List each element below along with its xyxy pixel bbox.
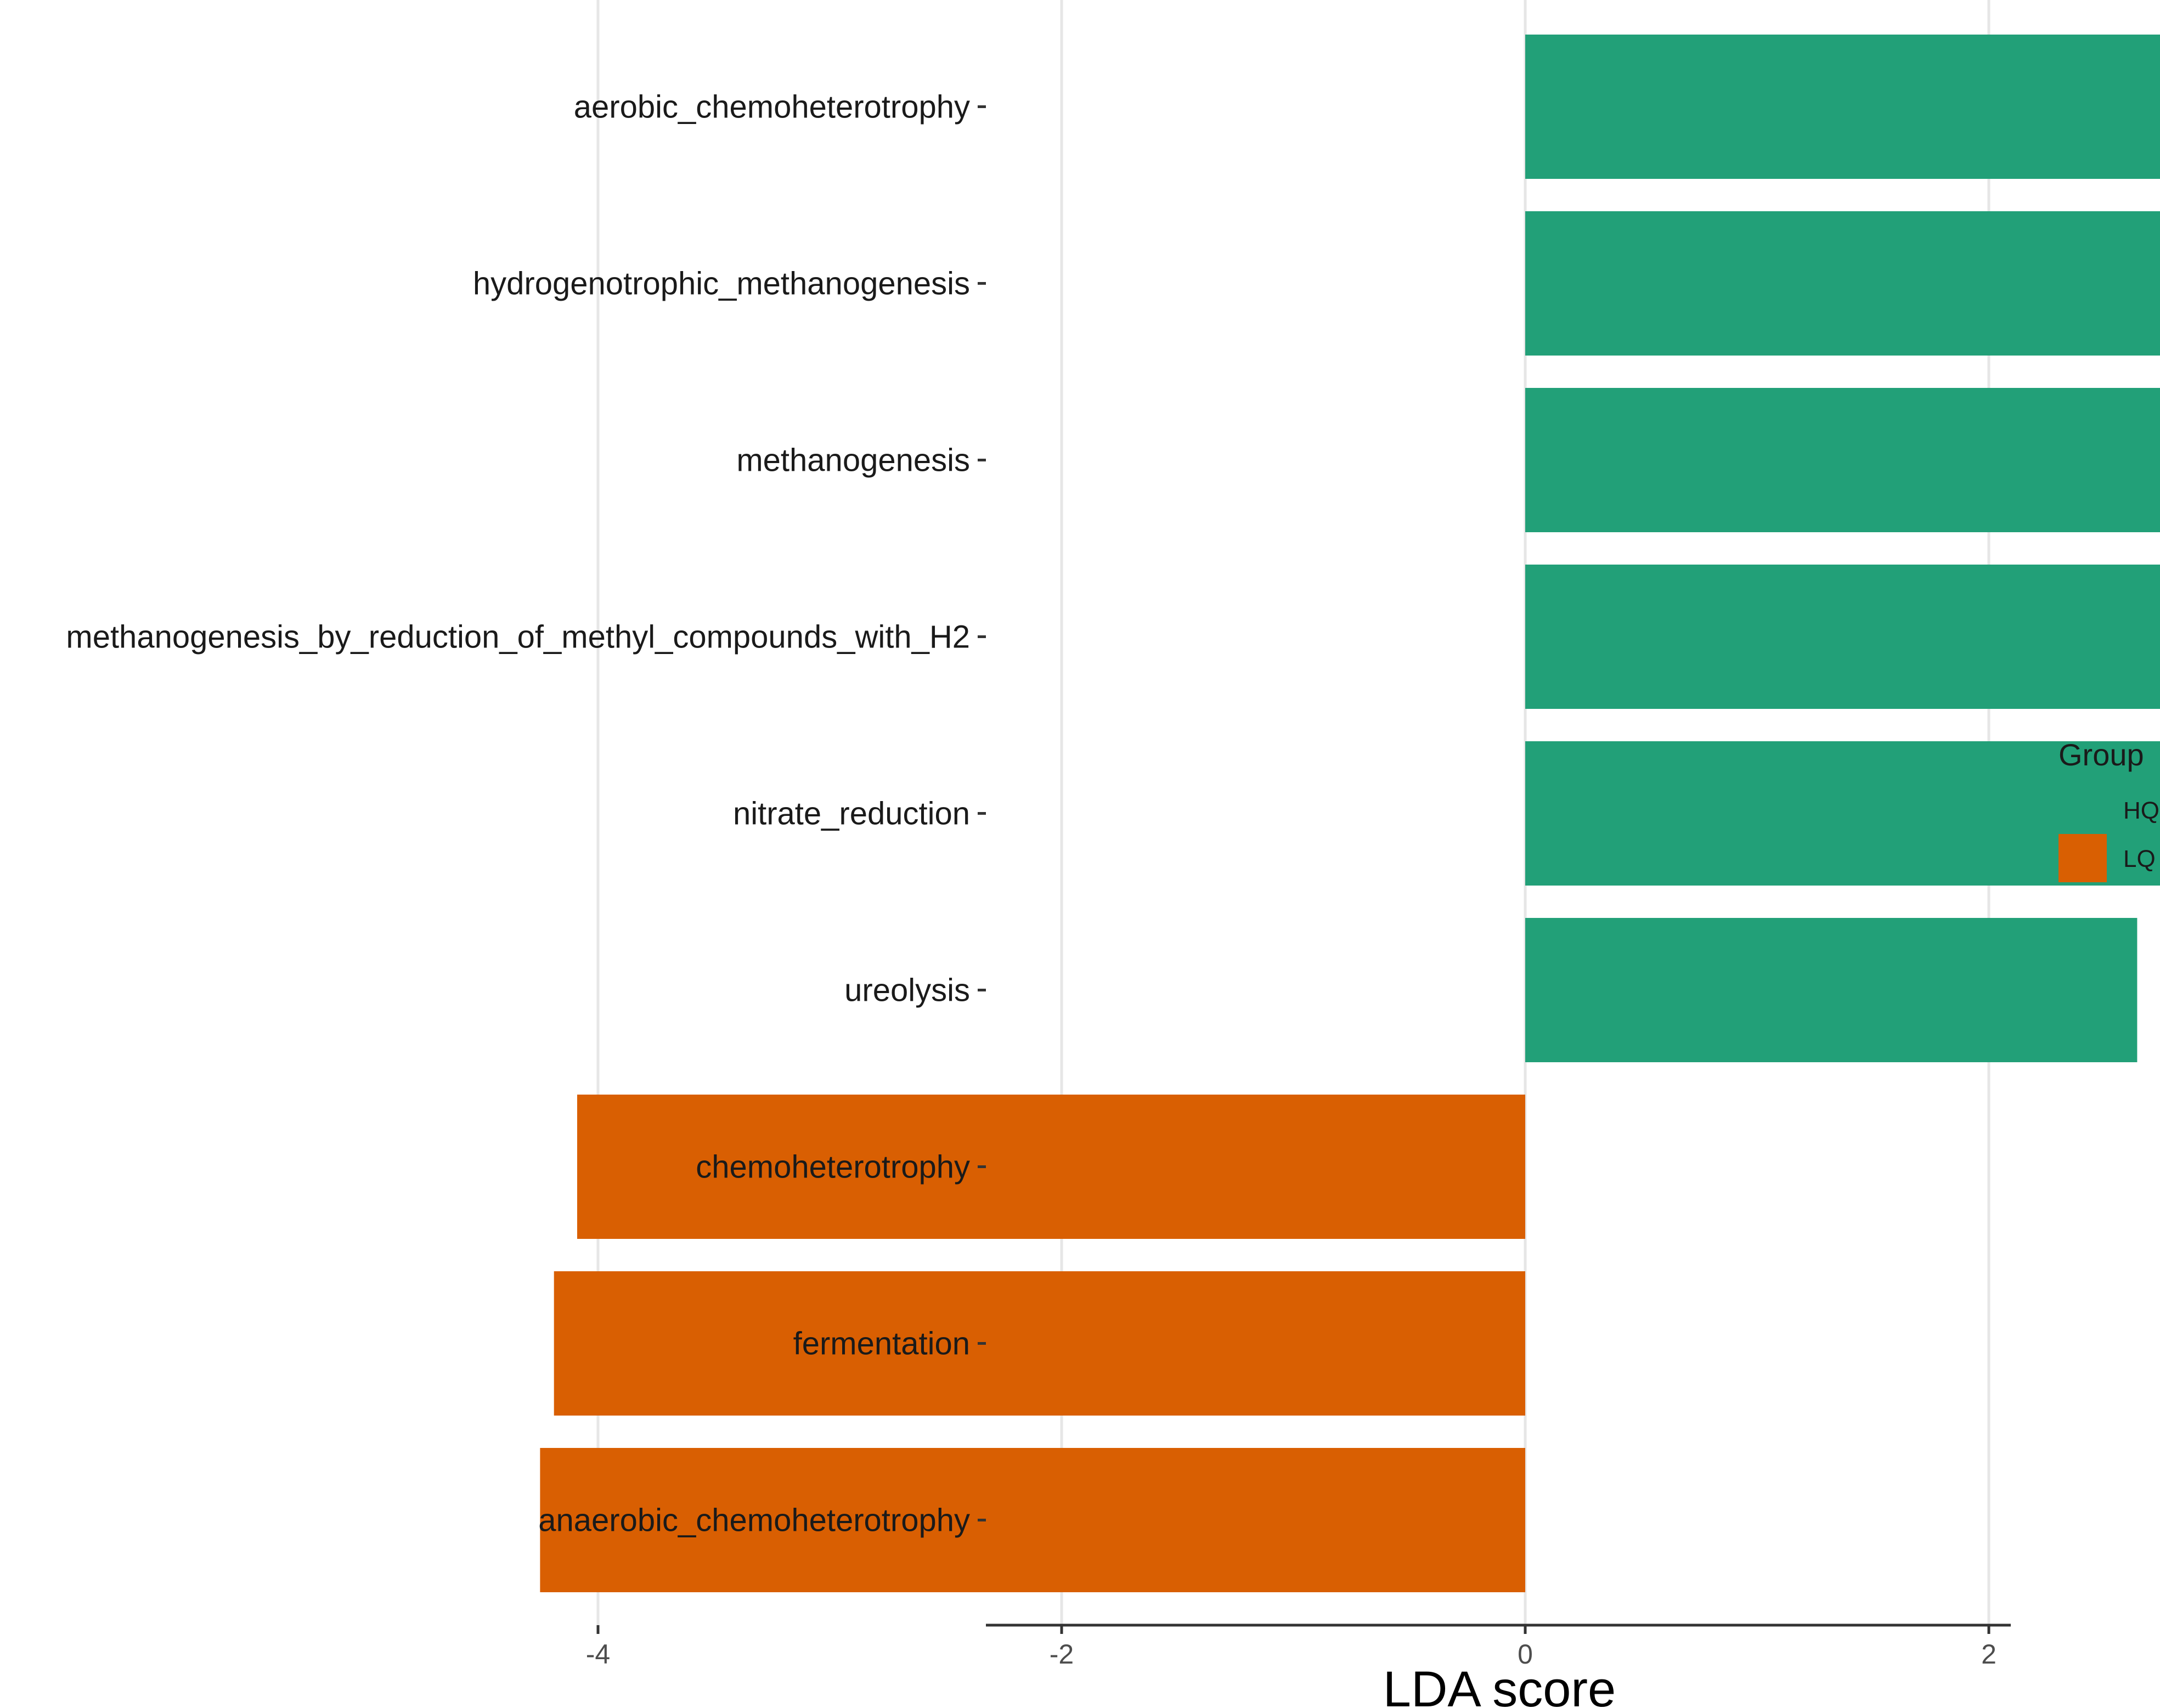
bar bbox=[1525, 741, 2160, 886]
bar bbox=[1525, 565, 2160, 709]
x-axis: -4-2024 bbox=[586, 1624, 2011, 1670]
bar bbox=[1525, 211, 2160, 356]
legend-label: LQ bbox=[2123, 845, 2156, 872]
bar bbox=[1525, 35, 2160, 179]
bar bbox=[1525, 918, 2138, 1062]
category-label: aerobic_chemoheterotrophy bbox=[574, 89, 970, 125]
category-label: hydrogenotrophic_methanogenesis bbox=[473, 266, 970, 302]
category-label: methanogenesis_by_reduction_of_methyl_co… bbox=[66, 619, 970, 655]
bar bbox=[1525, 388, 2160, 532]
x-axis-title: LDA score bbox=[1383, 1661, 1616, 1708]
x-tick-label: -2 bbox=[1050, 1639, 1074, 1670]
category-label: chemoheterotrophy bbox=[696, 1149, 970, 1185]
legend-key bbox=[2059, 834, 2107, 882]
legend-label: HQ bbox=[2123, 797, 2159, 824]
legend-key bbox=[2059, 786, 2107, 834]
bar bbox=[554, 1271, 1525, 1416]
category-label: ureolysis bbox=[844, 973, 970, 1008]
x-tick-label: 0 bbox=[1518, 1639, 1533, 1670]
bar bbox=[577, 1095, 1525, 1239]
category-label: fermentation bbox=[793, 1326, 970, 1362]
category-label: anaerobic_chemoheterotrophy bbox=[538, 1503, 970, 1538]
x-tick-label: -4 bbox=[586, 1639, 610, 1670]
legend-title: Group bbox=[2059, 737, 2144, 772]
category-labels: aerobic_chemoheterotrophy hydrogenotrophi… bbox=[66, 89, 986, 1538]
category-label: nitrate_reduction bbox=[733, 796, 970, 832]
bars bbox=[540, 35, 2160, 1592]
legend: Group HQ LQ bbox=[2059, 737, 2159, 882]
x-tick-label: 2 bbox=[1981, 1639, 1997, 1670]
bar bbox=[540, 1448, 1525, 1592]
category-label: methanogenesis bbox=[736, 443, 970, 478]
